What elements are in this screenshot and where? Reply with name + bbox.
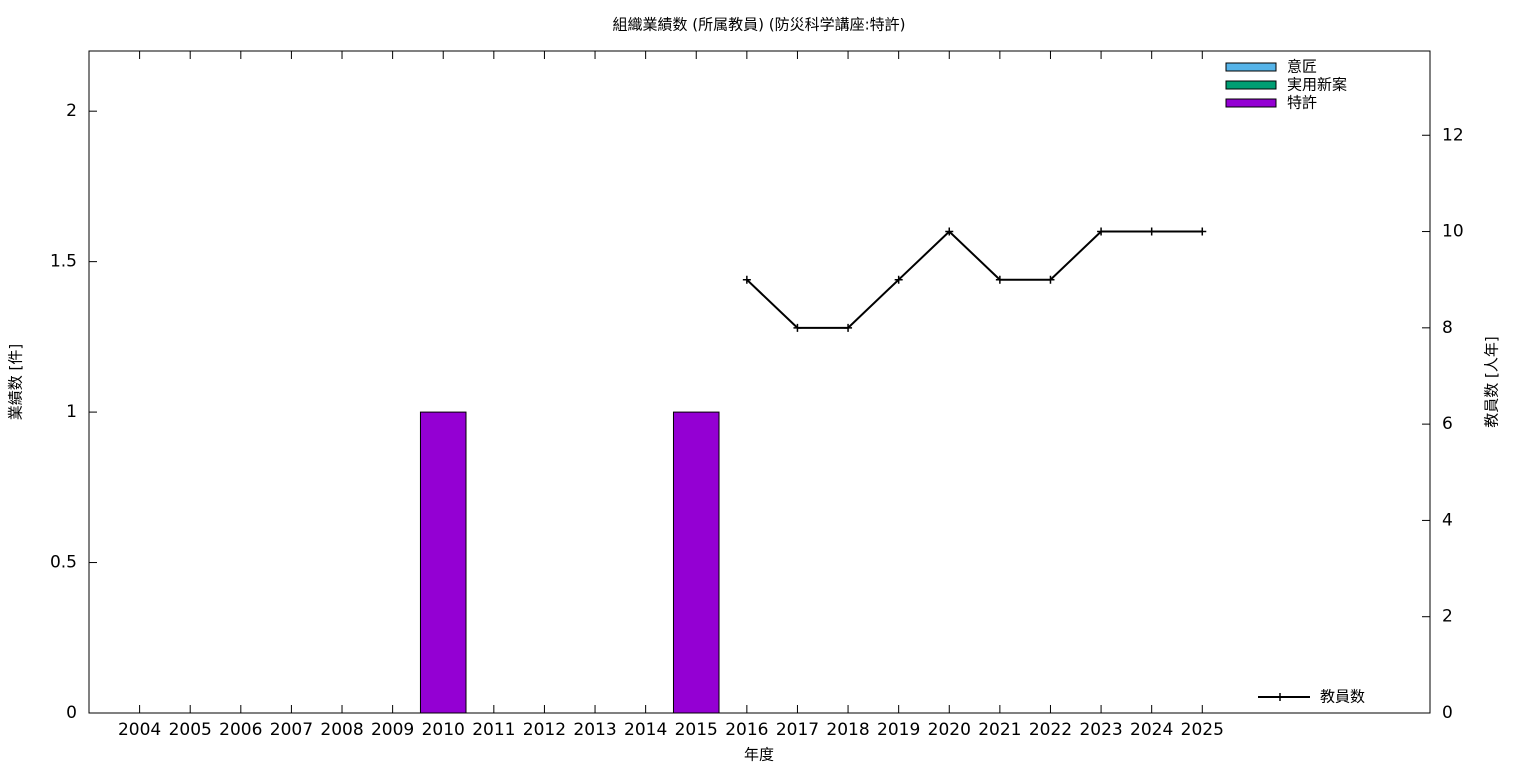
x-tick-label: 2007 — [270, 720, 313, 740]
x-tick-label: 2017 — [776, 720, 819, 740]
y-tick-label: 1.5 — [50, 252, 77, 272]
x-tick-label: 2004 — [118, 720, 161, 740]
x-tick-label: 2020 — [928, 720, 971, 740]
x-tick-label: 2005 — [169, 720, 212, 740]
x-tick-label: 2013 — [573, 720, 616, 740]
point-marker — [995, 275, 1004, 284]
y-tick-label: 0.5 — [50, 553, 77, 573]
chart-title: 組織業績数 (所属教員) (防災科学講座:特許) — [613, 16, 906, 34]
point-marker — [1097, 227, 1106, 236]
legend-label: 実用新案 — [1287, 76, 1347, 94]
y2-tick-label: 4 — [1442, 510, 1453, 530]
point-marker — [1147, 227, 1156, 236]
legend-label: 教員数 — [1320, 688, 1365, 706]
plot-frame — [88, 50, 1431, 714]
x-axis-label: 年度 — [744, 746, 774, 764]
point-marker — [945, 227, 954, 236]
legend-label: 意匠 — [1287, 58, 1317, 76]
point-marker — [1046, 275, 1055, 284]
x-tick-label: 2014 — [624, 720, 667, 740]
y-axis-label: 業績数 [件] — [7, 344, 25, 420]
point-marker — [742, 275, 751, 284]
legend-swatch — [1225, 98, 1277, 108]
x-tick-label: 2015 — [675, 720, 718, 740]
x-tick-label: 2010 — [422, 720, 465, 740]
x-tick-label: 2011 — [472, 720, 515, 740]
point-marker — [844, 323, 853, 332]
y2-tick-label: 12 — [1442, 125, 1464, 145]
x-tick-label: 2021 — [978, 720, 1021, 740]
legend-swatch — [1225, 80, 1277, 90]
x-tick-label: 2019 — [877, 720, 920, 740]
point-marker — [1198, 227, 1207, 236]
y2-tick-label: 6 — [1442, 414, 1453, 434]
point-marker — [894, 275, 903, 284]
legend-label: 特許 — [1287, 94, 1317, 112]
y-tick-label: 2 — [66, 101, 77, 121]
y-tick-label: 0 — [66, 703, 77, 723]
x-tick-label: 2018 — [826, 720, 869, 740]
legend-swatch — [1225, 62, 1277, 72]
y-tick-label: 1 — [66, 402, 77, 422]
bar — [419, 411, 467, 714]
x-tick-label: 2022 — [1029, 720, 1072, 740]
x-tick-label: 2016 — [725, 720, 768, 740]
x-tick-label: 2009 — [371, 720, 414, 740]
y2-tick-label: 10 — [1442, 222, 1464, 242]
y2-axis-label: 教員数 [人年] — [1483, 336, 1501, 427]
x-tick-label: 2008 — [320, 720, 363, 740]
bar — [672, 411, 720, 714]
x-tick-label: 2023 — [1079, 720, 1122, 740]
x-tick-label: 2024 — [1130, 720, 1173, 740]
x-tick-label: 2025 — [1181, 720, 1224, 740]
x-tick-label: 2012 — [523, 720, 566, 740]
y2-tick-label: 2 — [1442, 607, 1453, 627]
x-tick-label: 2006 — [219, 720, 262, 740]
line-series — [746, 230, 1203, 329]
point-marker — [793, 323, 802, 332]
y2-tick-label: 8 — [1442, 318, 1453, 338]
y2-tick-label: 0 — [1442, 703, 1453, 723]
